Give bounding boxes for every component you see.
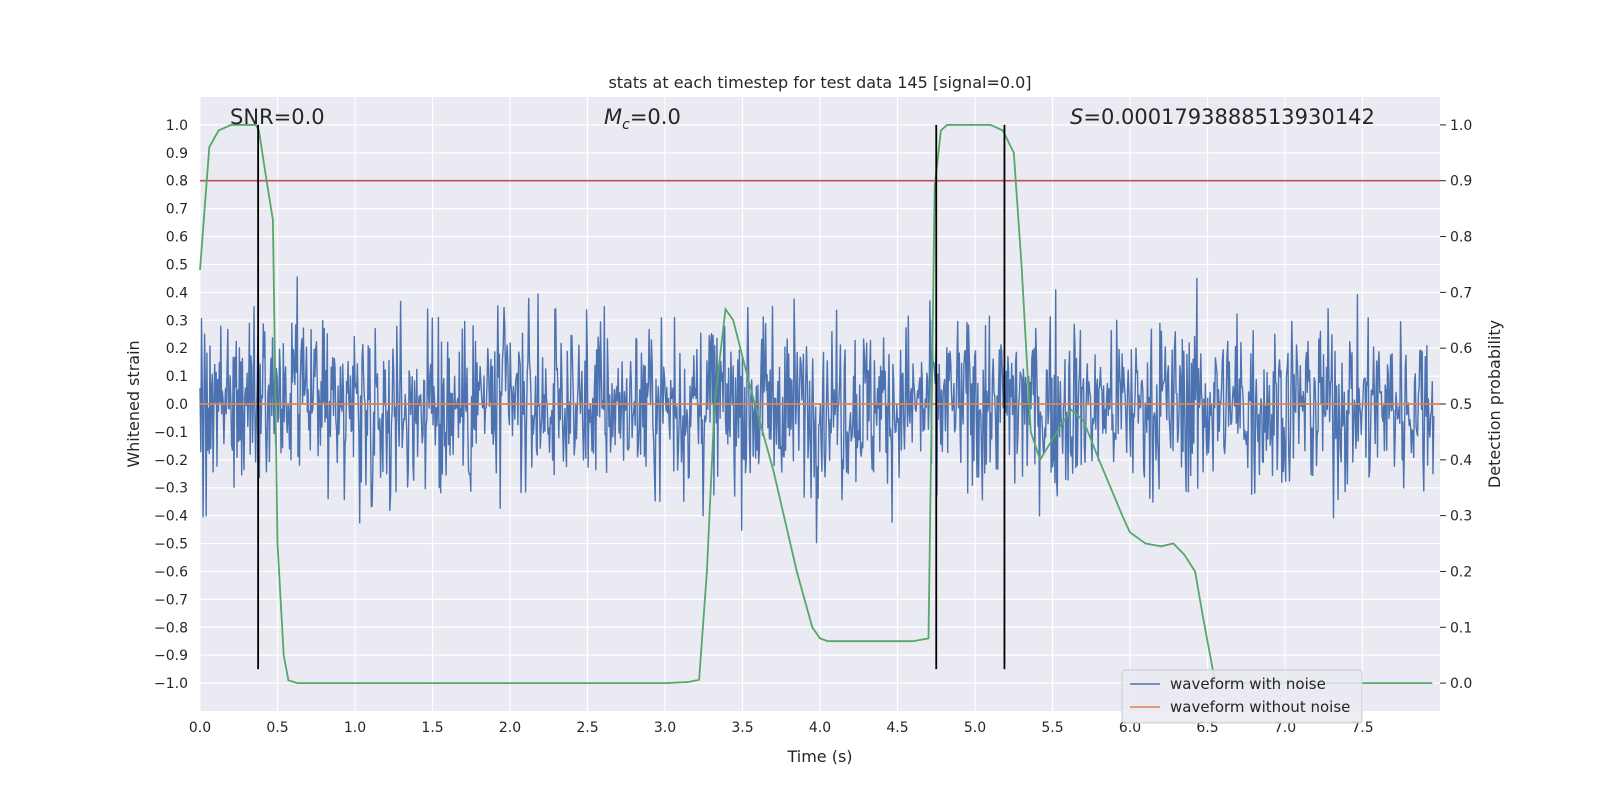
- y2-tick-label: 0.5: [1450, 397, 1472, 413]
- x-tick-label: 7.5: [1351, 720, 1373, 736]
- y-tick-label: 0.9: [166, 146, 188, 162]
- y-tick-label: −0.9: [154, 648, 188, 664]
- y-tick-label: 0.4: [166, 285, 188, 301]
- y2-tick-label: 0.4: [1450, 453, 1472, 469]
- y2-tick-label: 0.0: [1450, 676, 1472, 692]
- noise-waveform-line: [199, 276, 1435, 544]
- legend-box: [1121, 669, 1363, 724]
- x-tick-label: 4.5: [886, 720, 908, 736]
- x-tick-label: 0.5: [266, 720, 288, 736]
- y-tick-label: −0.4: [154, 509, 188, 525]
- chart-title: stats at each timestep for test data 145…: [608, 73, 1031, 92]
- x-tick-label: 0.0: [189, 720, 211, 736]
- y-tick-label: −0.7: [154, 592, 188, 608]
- y-tick-label: −0.5: [154, 537, 188, 553]
- x-tick-label: 2.5: [576, 720, 598, 736]
- waveform-with-noise-series: [199, 276, 1435, 544]
- y2-tick-label: 0.2: [1450, 564, 1472, 580]
- x-axis-label: Time (s): [786, 747, 852, 766]
- s-value: =0.0001793888513930142: [1083, 105, 1375, 129]
- y-tick-label: −0.6: [154, 564, 188, 580]
- series-lines: [199, 124, 1440, 684]
- x-tick-label: 6.0: [1119, 720, 1141, 736]
- y-tick-label: −0.8: [154, 620, 188, 636]
- y-tick-label: 0.5: [166, 257, 188, 273]
- axis-ticks: 0.0 0.5 1.0 1.5 2.0 2.5 3.0 3.5 4.0 4.5 5.0 5.5 6.0 6…: [154, 118, 1472, 736]
- x-tick-label: 3.5: [731, 720, 753, 736]
- y2-tick-label: 0.3: [1450, 509, 1472, 525]
- x-tick-label: 1.5: [421, 720, 443, 736]
- x-tick-label: 3.0: [654, 720, 676, 736]
- legend-label-clean: waveform without noise: [1170, 698, 1350, 716]
- y2-tick-label: 0.9: [1450, 174, 1472, 190]
- y2-tick-label: 0.7: [1450, 285, 1472, 301]
- y-tick-label: −0.3: [154, 481, 188, 497]
- y2-tick-label: 0.1: [1450, 620, 1472, 636]
- y2-axis-label: Detection probability: [1485, 320, 1504, 488]
- snr-annotation: SNR=0.0: [230, 105, 325, 129]
- y-tick-label: 0.2: [166, 341, 188, 357]
- y-tick-label: −1.0: [154, 676, 188, 692]
- y-tick-label: 0.8: [166, 174, 188, 190]
- y2-tick-label: 1.0: [1450, 118, 1472, 134]
- s-symbol: S: [1070, 105, 1083, 129]
- legend: waveform with noise waveform without noi…: [1121, 669, 1363, 724]
- y-tick-label: −0.1: [154, 425, 188, 441]
- chirp-mass-subscript: c: [622, 117, 630, 133]
- x-tick-label: 2.0: [499, 720, 521, 736]
- y-axis-label: Whitened strain: [124, 340, 143, 467]
- y-tick-label: 1.0: [166, 118, 188, 134]
- y-tick-label: 0.1: [166, 369, 188, 385]
- x-tick-label: 5.0: [964, 720, 986, 736]
- chirp-mass-symbol: M: [604, 105, 622, 129]
- x-tick-label: 6.5: [1196, 720, 1218, 736]
- x-tick-label: 4.0: [809, 720, 831, 736]
- x-tick-label: 5.5: [1041, 720, 1063, 736]
- legend-label-noise: waveform with noise: [1170, 675, 1326, 693]
- y-tick-label: 0.3: [166, 313, 188, 329]
- s-annotation: S=0.0001793888513930142: [1070, 105, 1375, 129]
- chirp-mass-value: =0.0: [630, 105, 681, 129]
- x-tick-label: 1.0: [344, 720, 366, 736]
- y-tick-label: 0.6: [166, 230, 188, 246]
- x-tick-label: 7.0: [1274, 720, 1296, 736]
- y-tick-label: 0.7: [166, 202, 188, 218]
- y-tick-label: −0.2: [154, 453, 188, 469]
- y-tick-label: 0.0: [166, 397, 188, 413]
- chirp-mass-annotation: Mc=0.0: [604, 105, 681, 133]
- detection-probability-line: [199, 124, 1433, 684]
- y2-tick-label: 0.8: [1450, 230, 1472, 246]
- y2-tick-label: 0.6: [1450, 341, 1472, 357]
